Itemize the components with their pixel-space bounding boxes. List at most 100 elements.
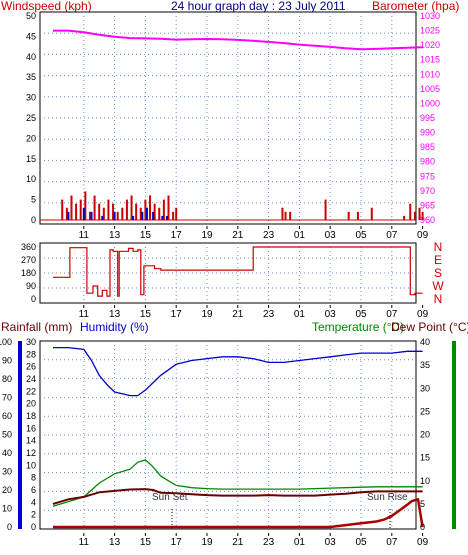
- windspeed-bar: [144, 199, 147, 220]
- temperature-axis-tick-label: 15: [420, 453, 430, 463]
- bottom-xtick-label: 05: [355, 537, 367, 548]
- windspeed-bar: [121, 207, 124, 220]
- humidity-line: [53, 346, 423, 397]
- windspeed-bar: [403, 215, 406, 220]
- windspeed-bar: [158, 207, 161, 220]
- humidity-axis-tick-label: 0: [31, 522, 36, 532]
- gust-bar: [67, 211, 70, 220]
- humidity-axis-tick-label: 8: [31, 473, 36, 483]
- rainfall-axis-tick-label: 0: [7, 522, 12, 532]
- windspeed-bar: [61, 199, 64, 220]
- windspeed-axis-tick-label: 15: [26, 154, 36, 164]
- winddir-axis-tick-label: 180: [21, 268, 36, 278]
- windspeed-bar: [347, 211, 350, 220]
- humidity-axis-bar: [18, 341, 22, 529]
- rainfall-axis-tick-label: 50: [2, 430, 12, 440]
- temperature-axis-tick-label: 30: [420, 383, 430, 393]
- direction-letter-0: N: [434, 292, 443, 306]
- gridlines: [40, 12, 416, 529]
- humidity-axis-tick-label: 10: [26, 460, 36, 470]
- humidity-axis-tick-label: 20: [26, 399, 36, 409]
- temperature-axis-tick-label: 40: [420, 337, 430, 347]
- top-xtick-label: 15: [140, 230, 152, 241]
- rainfall-axis-tick-label: 90: [2, 356, 12, 366]
- winddir-xtick-label: 17: [171, 309, 183, 320]
- top-xtick-label: 21: [232, 230, 244, 241]
- gust-bar: [161, 215, 164, 220]
- barometer-axis-tick-label: 965: [420, 200, 435, 210]
- windspeed-bar: [112, 203, 115, 220]
- barometer-axis-tick-label: 1025: [420, 26, 440, 36]
- winddir-xtick-label: 01: [294, 309, 306, 320]
- bottom-xtick-label: 03: [325, 537, 337, 548]
- barometer-axis-tick-label: 970: [420, 186, 435, 196]
- windspeed-bar: [75, 203, 78, 220]
- dewpoint-label: Dew Point (°C): [391, 320, 468, 334]
- humidity-axis-tick-label: 22: [26, 386, 36, 396]
- temperature-axis-tick-label: 20: [420, 430, 430, 440]
- windspeed-bar: [125, 199, 128, 220]
- temperature-axis-tick-label: 25: [420, 406, 430, 416]
- rainfall-axis-tick-label: 100: [0, 337, 12, 347]
- windspeed-axis-tick-label: 5: [31, 195, 36, 205]
- rainfall-label: Rainfall (mm): [1, 320, 72, 334]
- rainfall-line: [53, 497, 424, 529]
- winddir-axis-tick-label: 360: [21, 242, 36, 252]
- temperature-axis-tick-label: 5: [420, 499, 425, 509]
- windspeed-bar: [324, 199, 327, 220]
- barometer-axis-tick-label: 975: [420, 171, 435, 181]
- top-xtick-label: 03: [325, 230, 337, 241]
- humidity-axis-tick-label: 4: [31, 497, 36, 507]
- humidity-axis-tick-label: 28: [26, 349, 36, 359]
- windspeed-bar: [98, 203, 101, 220]
- gust-bar: [101, 215, 104, 220]
- windspeed-bar: [93, 195, 96, 220]
- winddir-xtick-label: 15: [140, 309, 152, 320]
- windspeed-bar: [289, 211, 292, 220]
- windspeed-bar: [162, 199, 165, 220]
- winddir-xtick-label: 07: [386, 309, 398, 320]
- winddir-xtick-label: 05: [355, 309, 367, 320]
- humidity-axis-tick-label: 24: [26, 374, 36, 384]
- winddir-axis-tick-label: 270: [21, 255, 36, 265]
- winddir-xtick-label: 19: [201, 309, 213, 320]
- bottom-xtick-label: 01: [294, 537, 306, 548]
- windspeed-axis-tick-label: 40: [26, 52, 36, 62]
- windspeed-bar: [149, 195, 152, 220]
- windspeed-axis-tick-label: 30: [26, 93, 36, 103]
- barometer-axis-tick-label: 1020: [420, 40, 440, 50]
- gust-bar: [132, 215, 135, 220]
- top-xtick-label: 23: [263, 230, 275, 241]
- winddir-axis-tick-label: 0: [31, 294, 36, 304]
- gust-bar: [165, 215, 168, 220]
- barometer-axis-tick-label: 1015: [420, 55, 440, 65]
- rainfall-axis-tick-label: 80: [2, 374, 12, 384]
- windspeed-axis-tick-label: 0: [31, 215, 36, 225]
- top-xtick-label: 17: [171, 230, 183, 241]
- bottom-xtick-label: 23: [263, 537, 275, 548]
- windspeed-axis-tick-label: 20: [26, 133, 36, 143]
- windspeed-bar: [130, 195, 133, 220]
- windspeed-bar: [284, 211, 287, 220]
- windspeed-bar: [370, 207, 373, 220]
- windspeed-bar: [135, 203, 138, 220]
- windspeed-bar: [413, 211, 416, 220]
- humidity-axis-tick-label: 6: [31, 485, 36, 495]
- temperature-axis-tick-label: 0: [420, 522, 425, 532]
- gust-bar: [90, 211, 93, 220]
- axis-layer: 0510152025303540455096096597097598098599…: [0, 11, 456, 548]
- windspeed-bar: [79, 199, 82, 220]
- bottom-xtick-label: 11: [79, 537, 90, 548]
- barometer-axis-tick-label: 1030: [420, 11, 440, 21]
- top-xtick-label: 13: [109, 230, 121, 241]
- windspeed-axis-tick-label: 35: [26, 72, 36, 82]
- rainfall-axis-tick-label: 30: [2, 467, 12, 477]
- windspeed-bar: [107, 199, 110, 220]
- barometer-axis-tick-label: 1005: [420, 84, 440, 94]
- bottom-xtick-label: 21: [232, 537, 244, 548]
- bottom-xtick-label: 07: [386, 537, 398, 548]
- humidity-axis-tick-label: 30: [26, 337, 36, 347]
- temperature-axis-tick-label: 10: [420, 476, 430, 486]
- humidity-axis-tick-label: 14: [26, 436, 36, 446]
